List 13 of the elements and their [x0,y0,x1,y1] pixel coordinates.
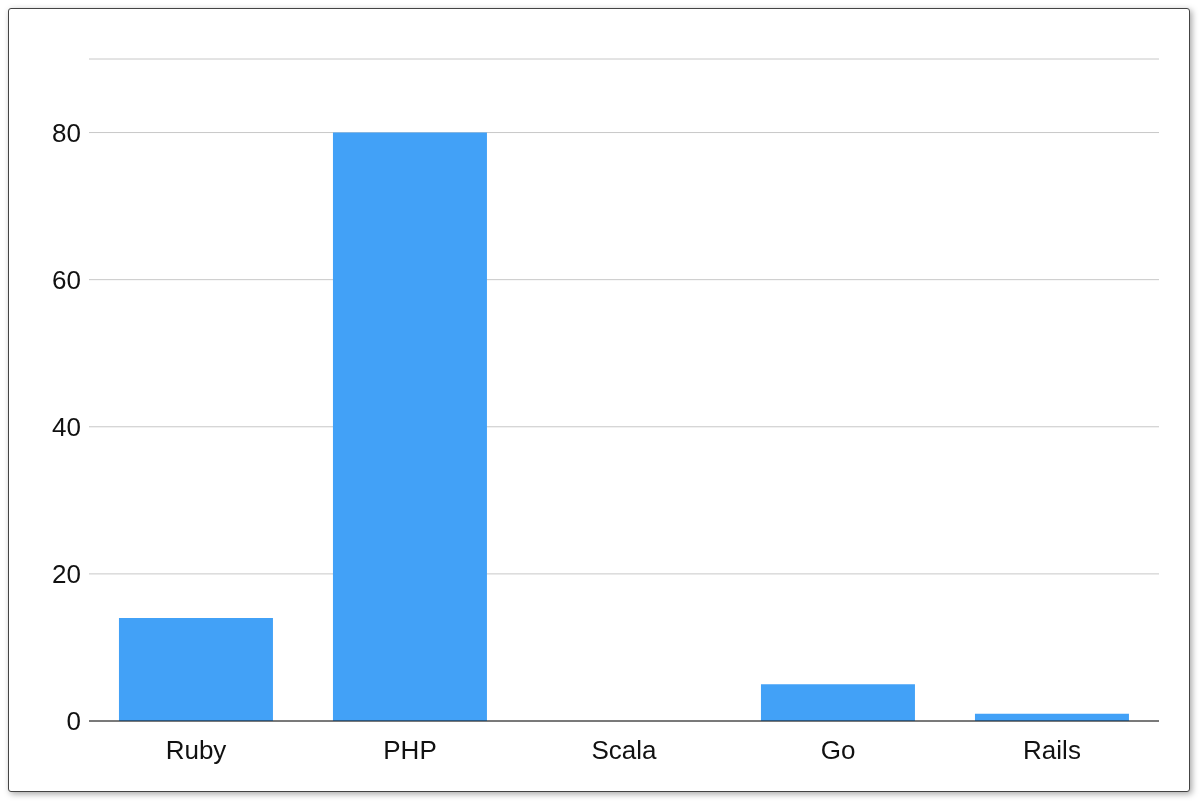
bar [118,618,273,721]
x-tick-label: Rails [1023,735,1081,766]
x-tick-label: PHP [383,735,437,766]
x-tick-label: Ruby [165,735,227,766]
bar [760,684,915,721]
y-tick-label: 20 [52,559,81,590]
y-tick-label: 60 [52,264,81,295]
x-tick-label: Go [820,735,856,766]
y-tick-label: 80 [52,117,81,148]
y-tick-label: 40 [52,412,81,443]
y-tick-label: 0 [66,706,81,737]
bar [332,132,487,721]
x-tick-label: Scala [591,735,658,766]
